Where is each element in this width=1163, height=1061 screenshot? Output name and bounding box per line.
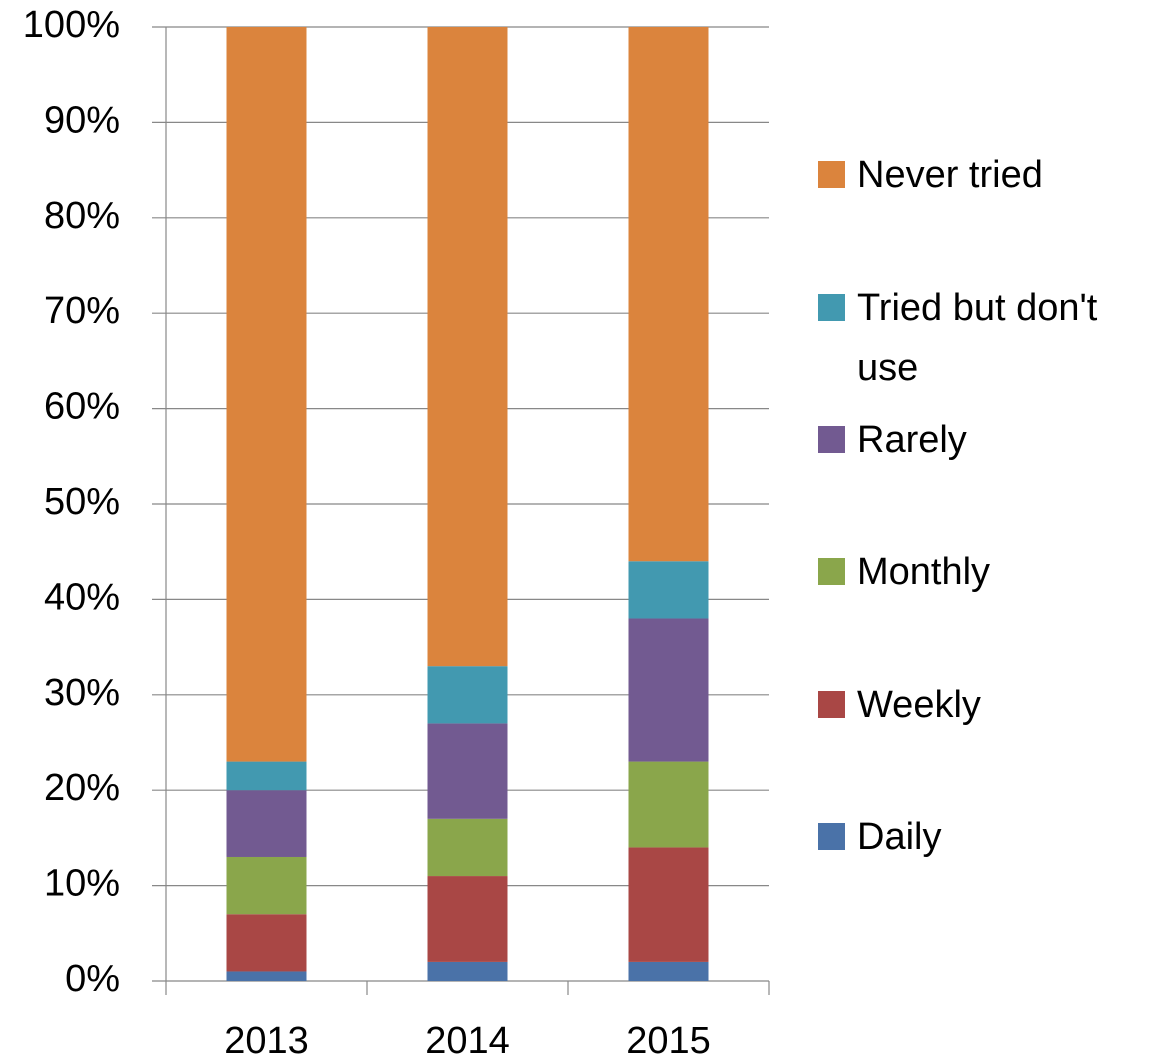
bar-segment (427, 818, 508, 877)
bar-segment (628, 27, 709, 562)
legend-swatch (818, 558, 845, 585)
y-tick-label: 60% (44, 386, 120, 428)
y-tick-label: 50% (44, 481, 120, 523)
legend-swatch (818, 294, 845, 321)
y-tick-label: 10% (44, 863, 120, 905)
bar-segment (226, 914, 307, 972)
y-tick-label: 0% (65, 958, 120, 1000)
legend-label: Weekly (857, 684, 981, 726)
y-tick-label: 90% (44, 99, 120, 141)
legend-item: Daily (818, 807, 1148, 867)
x-tick-label: 2015 (626, 1020, 711, 1061)
bar-segment (226, 27, 307, 762)
bar-segment (226, 761, 307, 791)
legend-item: Tried but don't use (818, 278, 1148, 398)
x-tick-label: 2014 (425, 1020, 510, 1061)
legend-label: Tried but don't use (857, 287, 1098, 389)
y-tick-label: 70% (44, 290, 120, 332)
x-tick-label: 2013 (224, 1020, 309, 1061)
y-tick-label: 20% (44, 767, 120, 809)
legend-swatch (818, 426, 845, 453)
bar-segment (628, 618, 709, 762)
y-tick-label: 30% (44, 672, 120, 714)
y-tick-label: 100% (23, 4, 120, 46)
bar-segment (628, 561, 709, 619)
bar-segment (226, 790, 307, 857)
legend-item: Rarely (818, 410, 1148, 470)
bar-segment (226, 971, 307, 981)
bar-segment (628, 761, 709, 848)
legend-swatch (818, 823, 845, 850)
bar-segment (427, 961, 508, 981)
bar-segment (628, 961, 709, 981)
legend-swatch (818, 691, 845, 718)
bar-segment (427, 723, 508, 819)
bar-segment (628, 847, 709, 962)
y-tick-label: 40% (44, 576, 120, 618)
legend-item: Monthly (818, 542, 1148, 602)
bar-segment (427, 666, 508, 724)
legend-label: Rarely (857, 419, 967, 461)
legend-label: Daily (857, 816, 942, 858)
bar-segment (427, 27, 508, 667)
legend-swatch (818, 161, 845, 188)
legend-item: Never tried (818, 145, 1148, 205)
y-tick-label: 80% (44, 195, 120, 237)
legend-label: Monthly (857, 551, 991, 593)
legend-label: Never tried (857, 154, 1043, 196)
bar-segment (226, 856, 307, 915)
legend-item: Weekly (818, 675, 1148, 735)
bar-segment (427, 876, 508, 962)
